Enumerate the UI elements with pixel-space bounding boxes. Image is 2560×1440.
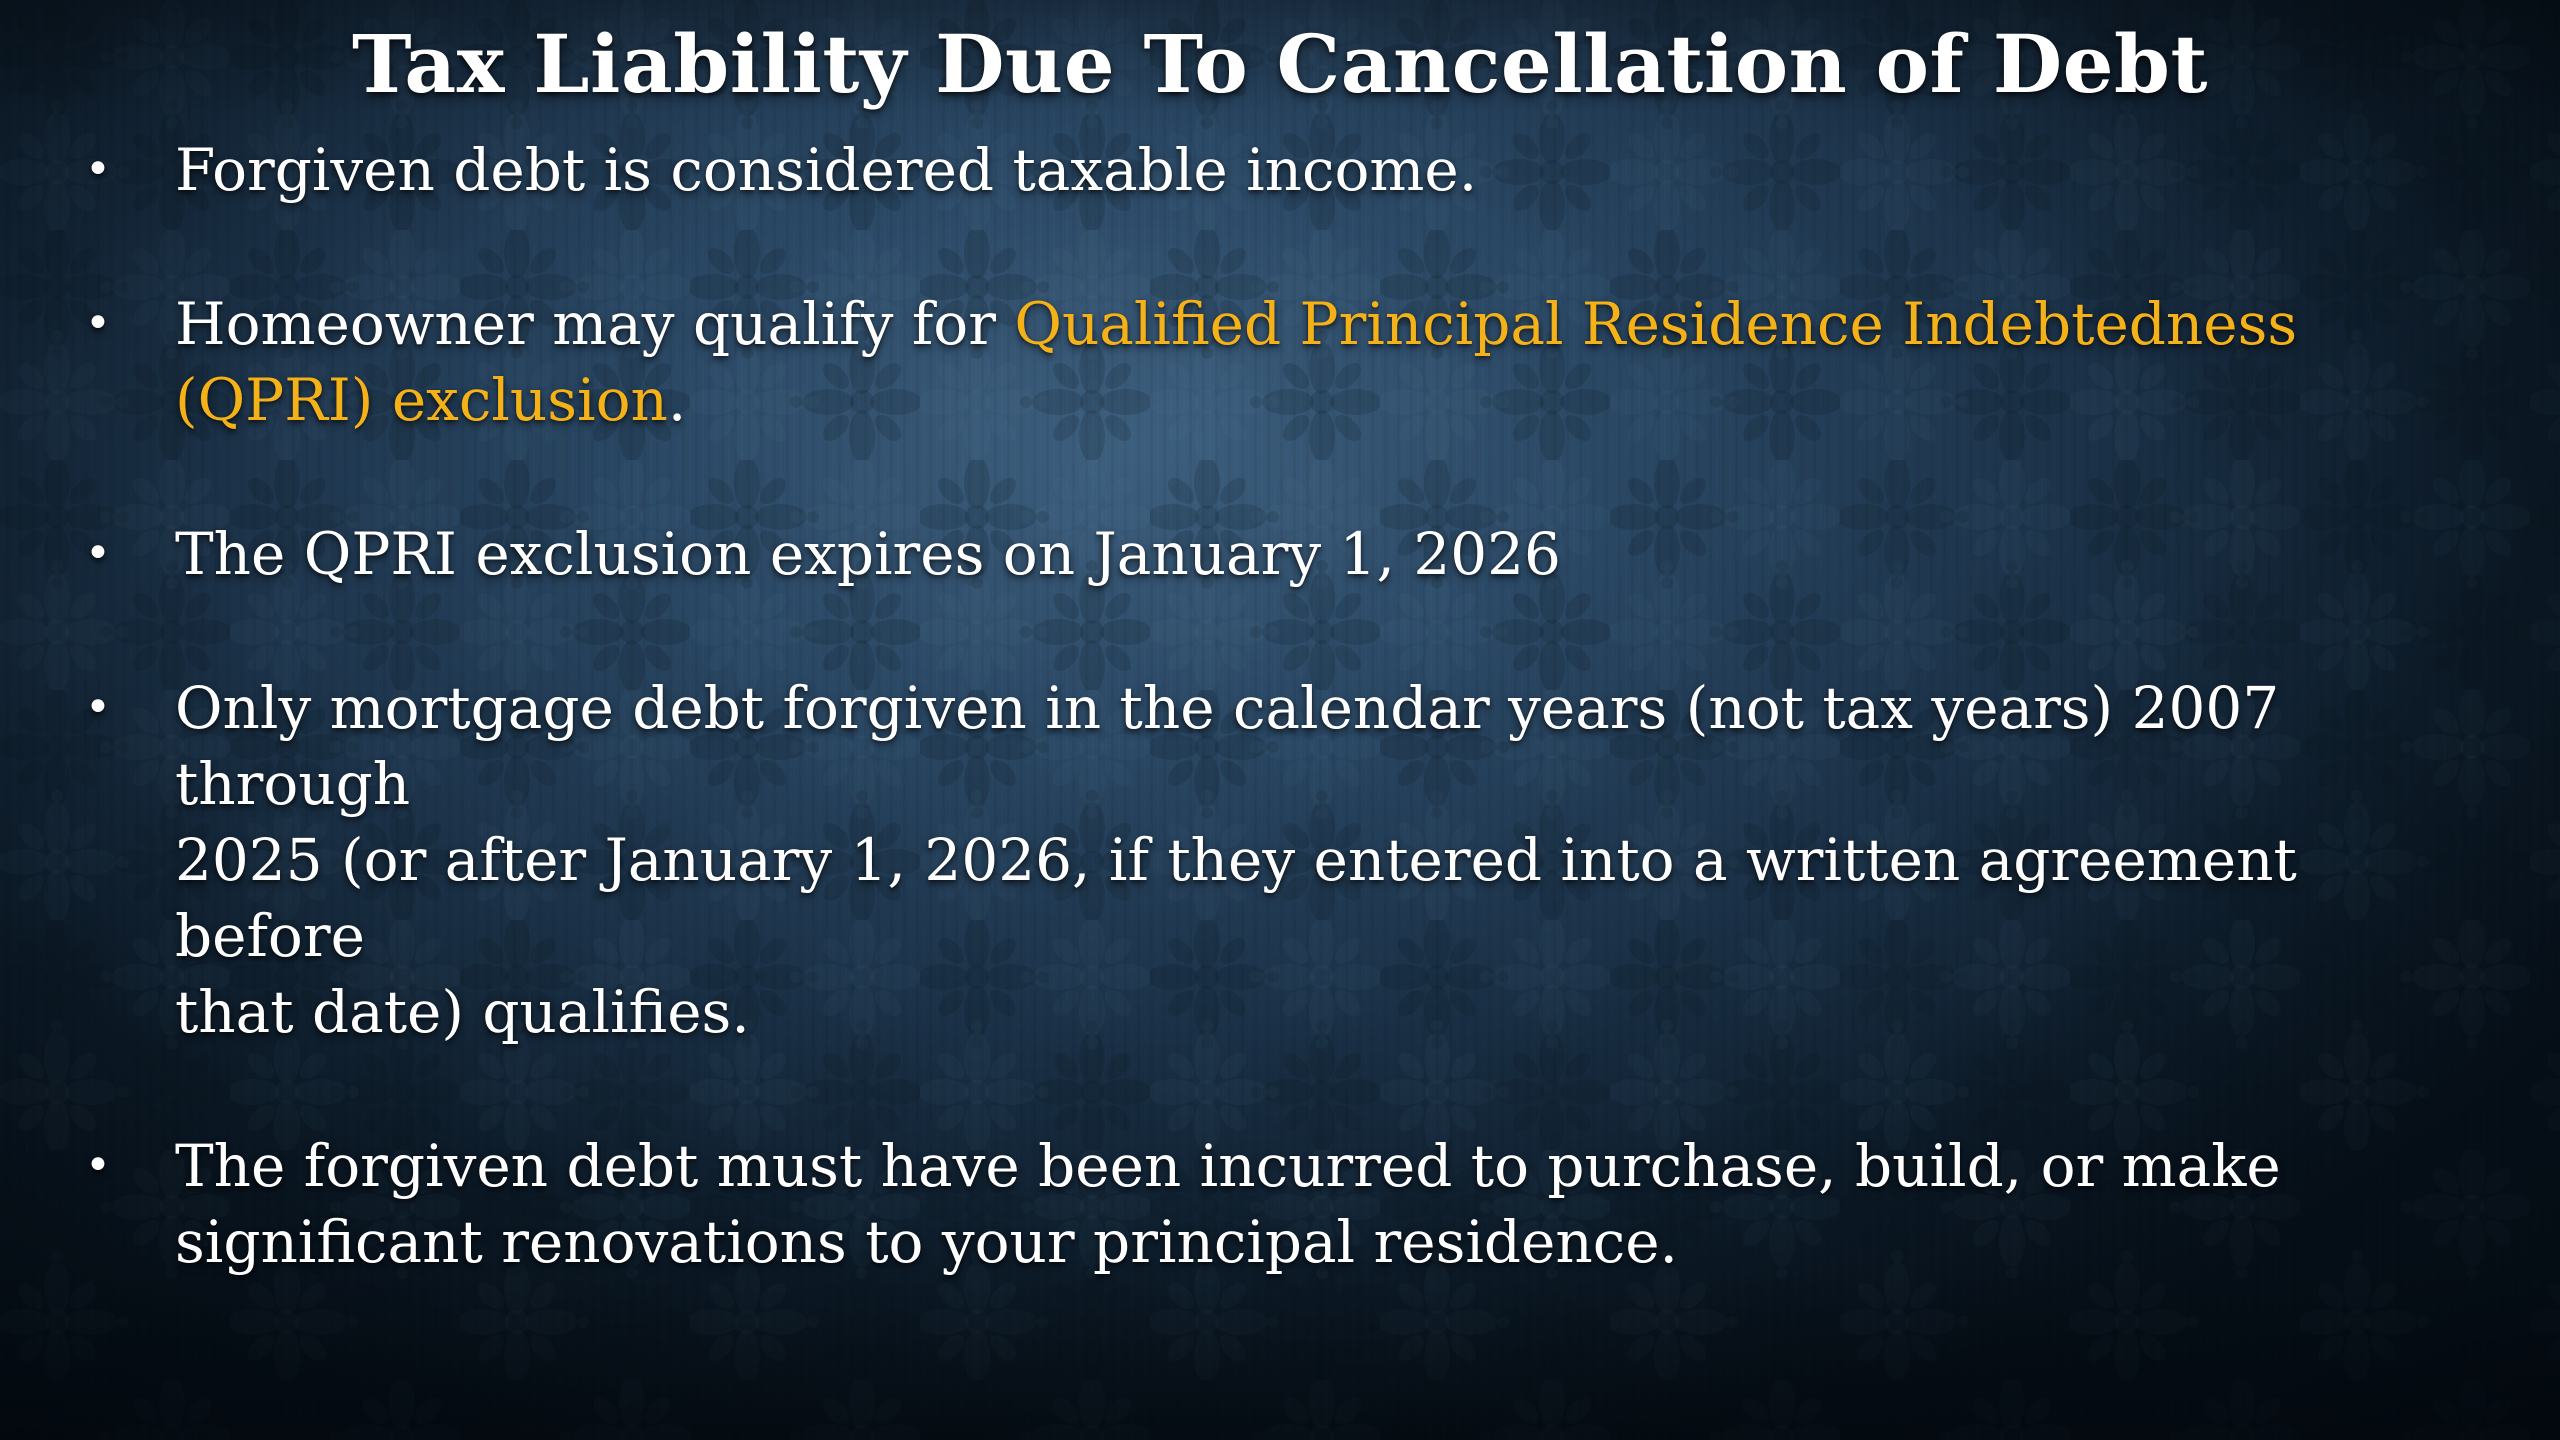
bullet-item: • Only mortgage debt forgiven in the cale… bbox=[85, 670, 2505, 1050]
bullet-item: • The QPRI exclusion expires on January 1… bbox=[85, 516, 2505, 592]
bullet-text-segment: The QPRI exclusion expires on January 1,… bbox=[175, 520, 1561, 588]
bullet-item: • Forgiven debt is considered taxable inc… bbox=[85, 132, 2505, 208]
bullet-text-segment: Forgiven debt is considered taxable inco… bbox=[175, 136, 1478, 204]
bullet-item: • Homeowner may qualify for Qualified Pri… bbox=[85, 286, 2505, 438]
bullet-text-segment: Qualified Principal Residence Indebtedne… bbox=[175, 290, 2298, 434]
bullet-text-segment: Only mortgage debt forgiven in the calen… bbox=[175, 674, 2297, 1046]
bullet-text-segment: Homeowner may qualify for bbox=[175, 290, 1015, 358]
bullet-icon: • bbox=[85, 682, 111, 733]
bullet-icon: • bbox=[85, 528, 111, 579]
bullet-icon: • bbox=[85, 144, 111, 195]
slide-title: Tax Liability Due To Cancellation of Deb… bbox=[352, 17, 2208, 111]
bullet-icon: • bbox=[85, 298, 111, 349]
bullet-item: • The forgiven debt must have been incurr… bbox=[85, 1128, 2505, 1280]
bullet-icon: • bbox=[85, 1140, 111, 1191]
bullet-text-segment: . bbox=[667, 366, 687, 434]
bullet-text-segment: The forgiven debt must have been incurre… bbox=[175, 1132, 2281, 1276]
bullet-list: • Forgiven debt is considered taxable inc… bbox=[0, 132, 2560, 1280]
